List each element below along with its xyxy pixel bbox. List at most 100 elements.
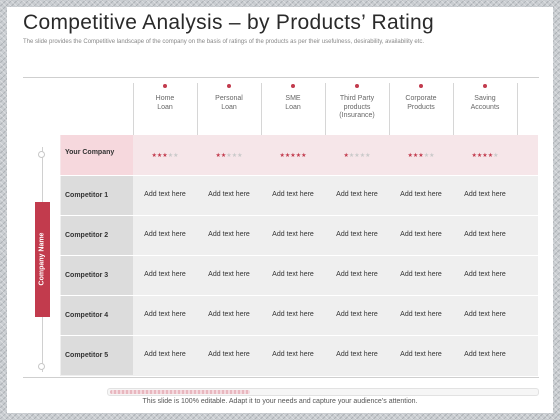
column-guide <box>325 83 326 135</box>
star-icon: ★ <box>423 153 430 159</box>
table-cell: Add text here <box>400 231 442 238</box>
star-icon: ★ <box>215 153 221 159</box>
competitor-label: Competitor 5 <box>61 335 133 375</box>
column-guide <box>453 83 454 135</box>
competitor-row <box>60 175 538 216</box>
star-icon: ★ <box>429 153 435 159</box>
star-icon: ★ <box>226 153 232 159</box>
competitor-label: Competitor 4 <box>61 295 133 335</box>
table-cell: Add text here <box>464 191 506 198</box>
scroll-thumb[interactable] <box>110 390 250 394</box>
star-icon: ★ <box>354 153 360 159</box>
rail-ring-bottom <box>38 363 45 370</box>
star-icon: ★ <box>482 153 488 159</box>
column-header: Saving Accounts <box>470 95 500 111</box>
competitor-row <box>60 215 538 256</box>
table-cell: Add text here <box>272 311 314 318</box>
star-rating: ★★★★★ <box>197 152 261 159</box>
star-icon: ★ <box>173 153 179 159</box>
table-cell: Add text here <box>144 351 186 358</box>
table-cell: Add text here <box>208 191 250 198</box>
your-company-label: Your Company <box>61 135 133 175</box>
table-cell: Add text here <box>144 311 186 318</box>
column-guide <box>197 83 198 135</box>
column-guide <box>517 83 518 135</box>
star-icon: ★ <box>151 153 157 159</box>
column-dot-marker <box>163 84 167 88</box>
column-dot-marker <box>227 84 231 88</box>
competitor-row <box>60 255 538 296</box>
slide: Competitive Analysis – by Products’ Rati… <box>7 7 553 413</box>
footer-note: This slide is 100% editable. Adapt it to… <box>142 398 418 405</box>
star-icon: ★ <box>284 153 291 159</box>
bottom-divider <box>23 377 539 378</box>
column-dot-marker <box>355 84 359 88</box>
table-cell: Add text here <box>208 271 250 278</box>
column-dot-marker <box>419 84 423 88</box>
competitor-label: Competitor 2 <box>61 215 133 255</box>
column-guide <box>133 83 134 135</box>
star-icon: ★ <box>290 153 296 159</box>
star-icon: ★ <box>156 153 163 159</box>
star-icon: ★ <box>365 153 371 159</box>
table-cell: Add text here <box>272 351 314 358</box>
star-rating: ★★★★★ <box>325 152 389 159</box>
competitor-row <box>60 335 538 376</box>
star-icon: ★ <box>237 153 243 159</box>
table-cell: Add text here <box>464 311 506 318</box>
table-cell: Add text here <box>144 231 186 238</box>
table-cell: Add text here <box>400 191 442 198</box>
star-icon: ★ <box>418 153 424 159</box>
table-cell: Add text here <box>400 351 442 358</box>
slide-title: Competitive Analysis – by Products’ Rati… <box>23 11 435 34</box>
table-cell: Add text here <box>272 231 314 238</box>
star-icon: ★ <box>167 153 174 159</box>
star-icon: ★ <box>220 153 227 159</box>
star-icon: ★ <box>295 153 302 159</box>
column-header: Home Loan <box>155 95 175 111</box>
column-header: SME Loan <box>285 95 301 111</box>
column-header: Corporate Products <box>405 95 437 111</box>
star-icon: ★ <box>412 153 419 159</box>
column-guide <box>261 83 262 135</box>
table-cell: Add text here <box>272 191 314 198</box>
star-rating: ★★★★★ <box>261 152 325 159</box>
table-cell: Add text here <box>464 271 506 278</box>
table-cell: Add text here <box>208 231 250 238</box>
rail-ring-top <box>38 151 45 158</box>
star-icon: ★ <box>162 153 168 159</box>
competitor-row <box>60 295 538 336</box>
star-icon: ★ <box>359 153 366 159</box>
star-icon: ★ <box>493 153 499 159</box>
star-icon: ★ <box>476 153 483 159</box>
star-rating: ★★★★★ <box>389 152 453 159</box>
competitor-label: Competitor 3 <box>61 255 133 295</box>
table-cell: Add text here <box>208 351 250 358</box>
slide-subtitle: The slide provides the Competitive lands… <box>23 39 425 45</box>
column-dot-marker <box>483 84 487 88</box>
table-cell: Add text here <box>272 271 314 278</box>
company-name-bar <box>35 202 50 317</box>
table-cell: Add text here <box>400 271 442 278</box>
star-icon: ★ <box>471 153 477 159</box>
star-icon: ★ <box>343 153 349 159</box>
company-name-label: Company Name <box>38 232 46 286</box>
table-cell: Add text here <box>336 351 378 358</box>
table-cell: Add text here <box>336 191 378 198</box>
star-icon: ★ <box>407 153 413 159</box>
table-cell: Add text here <box>208 311 250 318</box>
table-cell: Add text here <box>464 351 506 358</box>
table-cell: Add text here <box>336 271 378 278</box>
star-icon: ★ <box>231 153 238 159</box>
competitor-label: Competitor 1 <box>61 175 133 215</box>
star-rating: ★★★★★ <box>133 152 197 159</box>
column-dot-marker <box>291 84 295 88</box>
table-cell: Add text here <box>144 271 186 278</box>
top-divider <box>23 77 539 78</box>
star-rating: ★★★★★ <box>453 152 517 159</box>
your-company-row <box>60 135 538 175</box>
scroll-track[interactable] <box>107 388 539 396</box>
column-guide <box>389 83 390 135</box>
table-cell: Add text here <box>464 231 506 238</box>
star-icon: ★ <box>279 153 285 159</box>
